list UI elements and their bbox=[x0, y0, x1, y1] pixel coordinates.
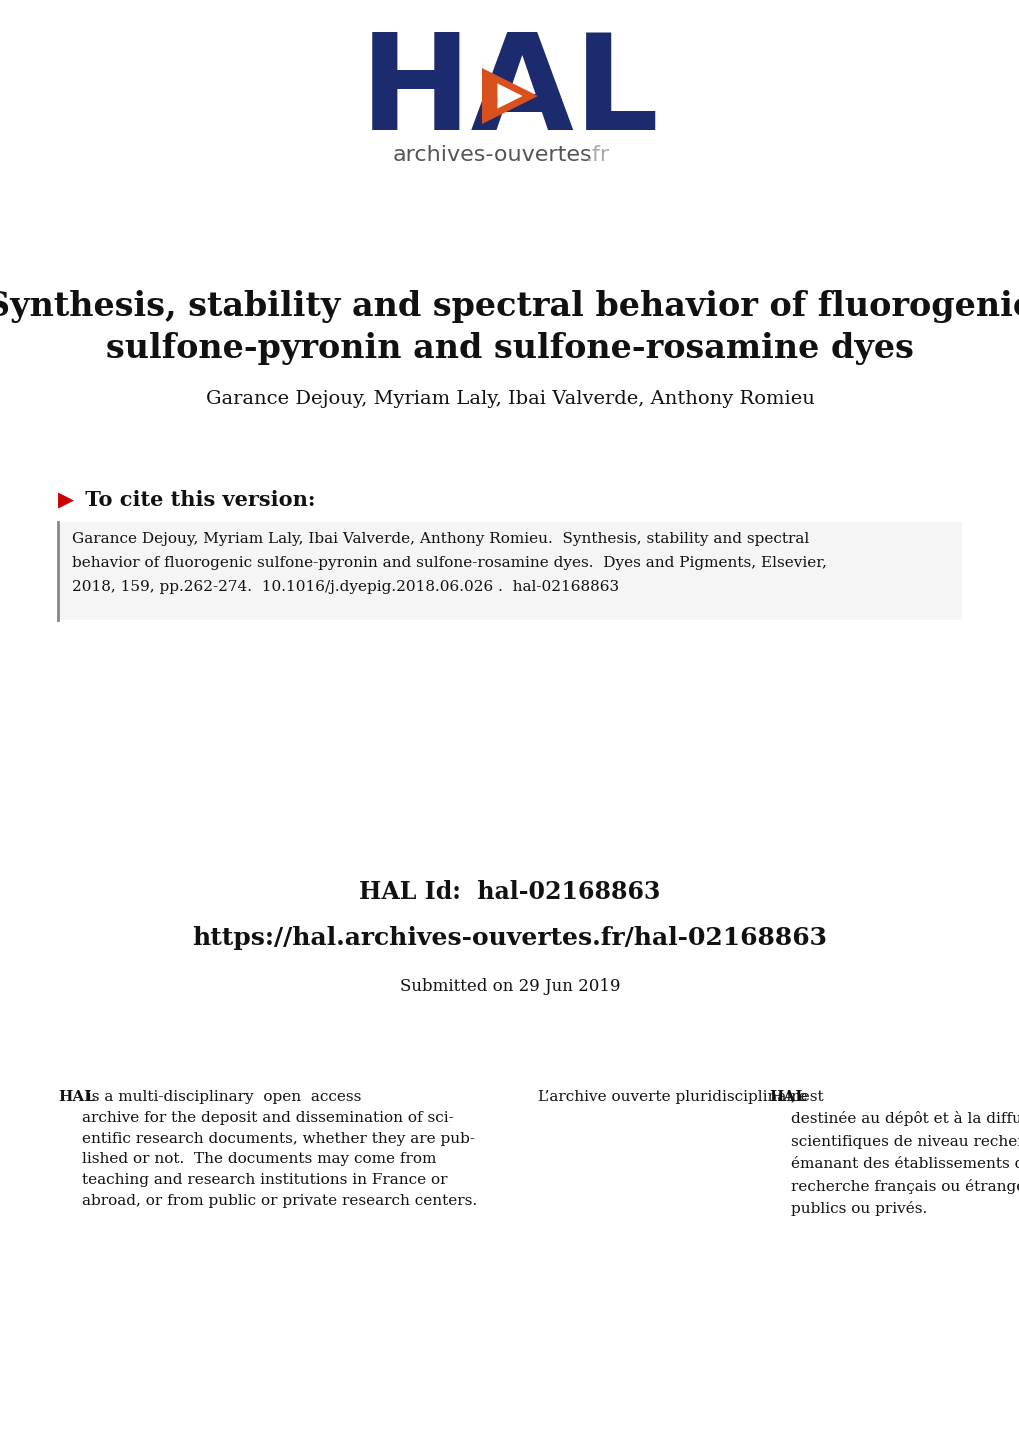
Text: HAL Id:  hal-02168863: HAL Id: hal-02168863 bbox=[359, 880, 660, 904]
Text: archives-ouvertes: archives-ouvertes bbox=[391, 146, 591, 164]
Text: is a multi-disciplinary  open  access
archive for the deposit and dissemination : is a multi-disciplinary open access arch… bbox=[82, 1090, 477, 1208]
Text: HAL: HAL bbox=[360, 27, 659, 159]
Text: HAL: HAL bbox=[768, 1090, 805, 1105]
Text: Synthesis, stability and spectral behavior of fluorogenic: Synthesis, stability and spectral behavi… bbox=[0, 290, 1019, 323]
Text: L’archive ouverte pluridisciplinaire: L’archive ouverte pluridisciplinaire bbox=[537, 1090, 812, 1105]
Text: , est
destinée au dépôt et à la diffusion de documents
scientifiques de niveau r: , est destinée au dépôt et à la diffusio… bbox=[791, 1090, 1019, 1216]
Polygon shape bbox=[497, 84, 522, 108]
Text: https://hal.archives-ouvertes.fr/hal-02168863: https://hal.archives-ouvertes.fr/hal-021… bbox=[193, 926, 826, 950]
Text: To cite this version:: To cite this version: bbox=[77, 490, 315, 510]
Text: Garance Dejouy, Myriam Laly, Ibai Valverde, Anthony Romieu.  Synthesis, stabilit: Garance Dejouy, Myriam Laly, Ibai Valver… bbox=[72, 532, 808, 547]
Text: Submitted on 29 Jun 2019: Submitted on 29 Jun 2019 bbox=[399, 978, 620, 995]
Bar bbox=[58, 522, 961, 620]
Text: behavior of fluorogenic sulfone-pyronin and sulfone-rosamine dyes.  Dyes and Pig: behavior of fluorogenic sulfone-pyronin … bbox=[72, 557, 826, 570]
Text: ▶: ▶ bbox=[58, 490, 74, 510]
Text: HAL: HAL bbox=[58, 1090, 95, 1105]
Polygon shape bbox=[482, 68, 537, 124]
Text: 2018, 159, pp.262-274.  10.1016/j.dyepig.2018.06.026 .  hal-02168863: 2018, 159, pp.262-274. 10.1016/j.dyepig.… bbox=[72, 580, 619, 594]
Text: .fr: .fr bbox=[585, 146, 609, 164]
Text: sulfone-pyronin and sulfone-rosamine dyes: sulfone-pyronin and sulfone-rosamine dye… bbox=[106, 332, 913, 365]
Text: Garance Dejouy, Myriam Laly, Ibai Valverde, Anthony Romieu: Garance Dejouy, Myriam Laly, Ibai Valver… bbox=[206, 389, 813, 408]
